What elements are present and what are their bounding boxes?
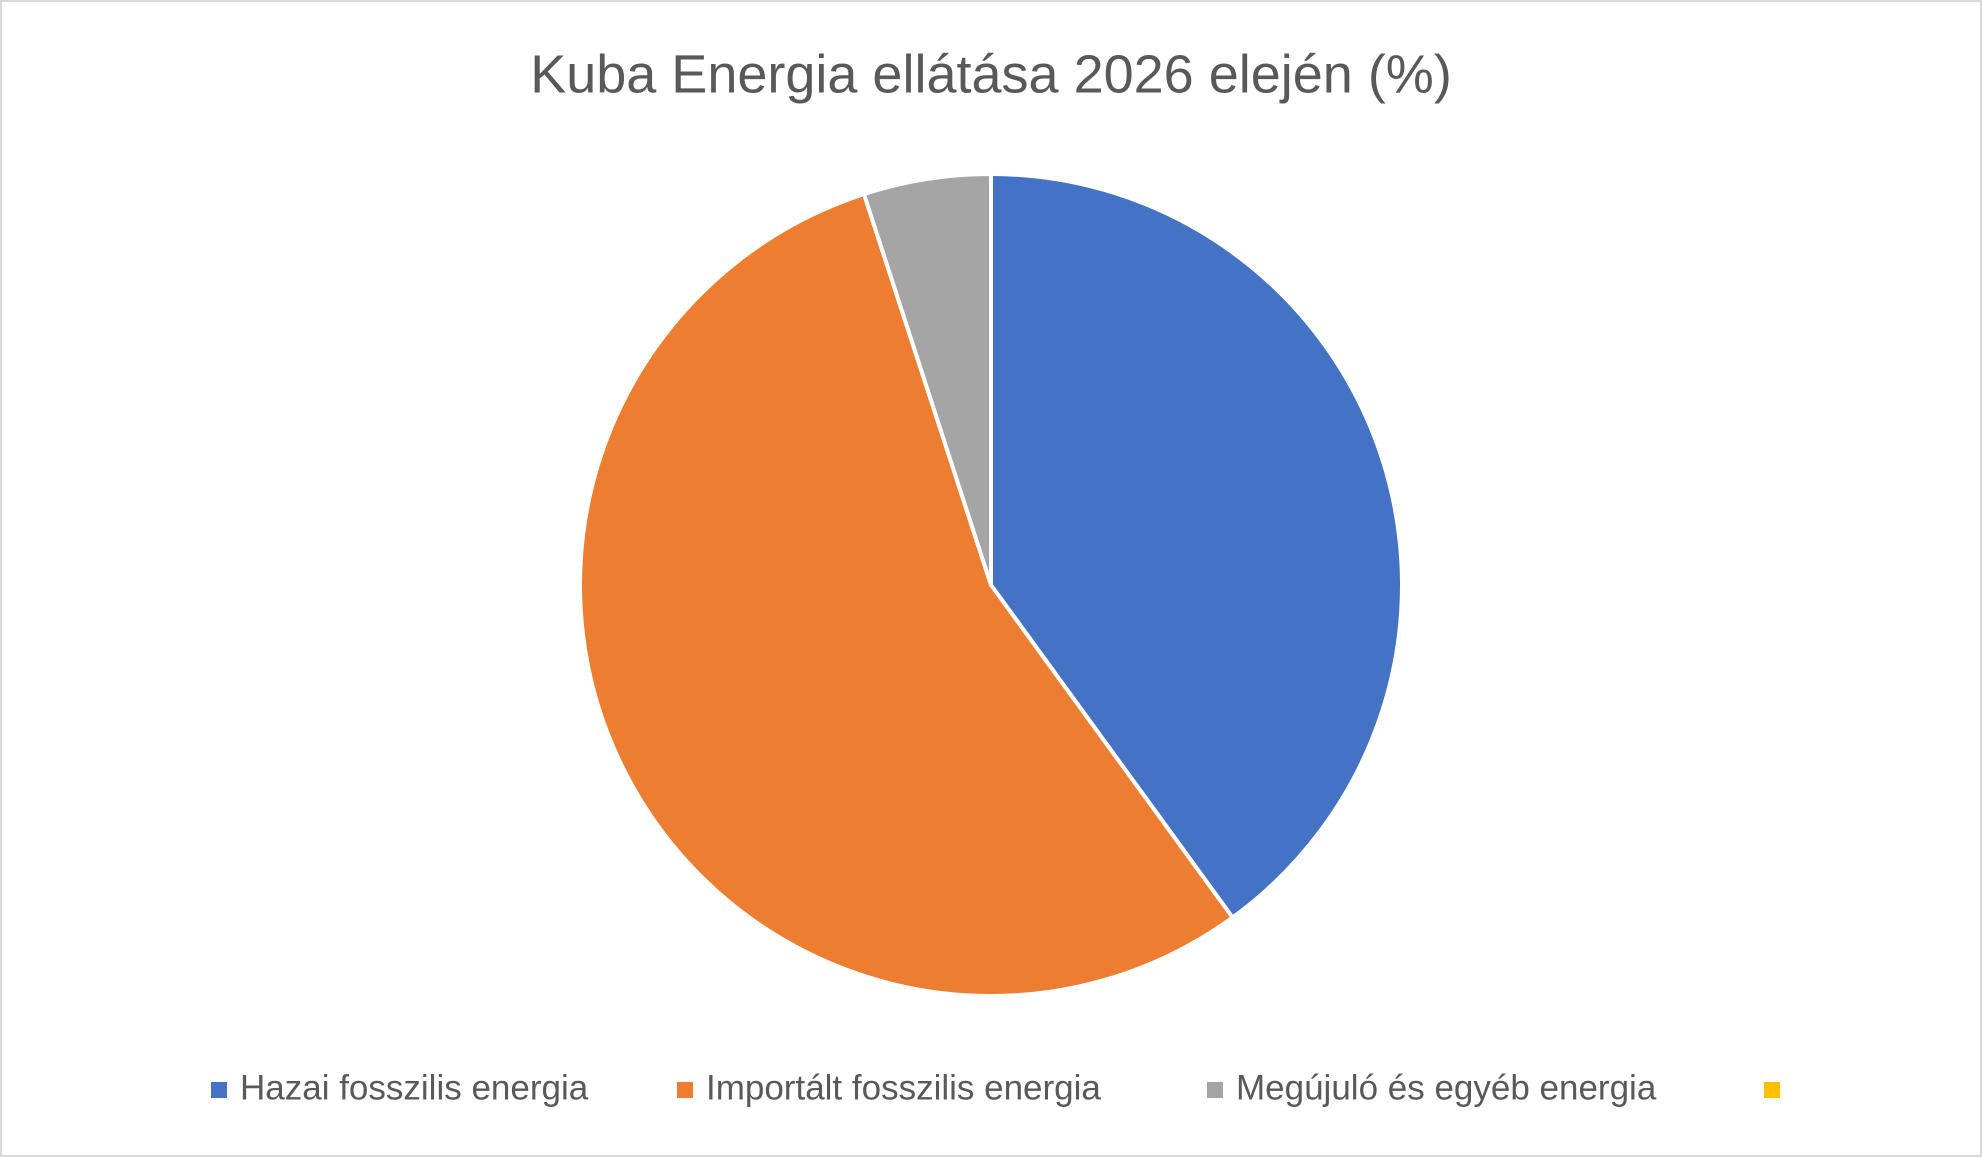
- pie-slice: [861, 172, 993, 587]
- legend-marker: [677, 1082, 693, 1098]
- legend-marker: [1207, 1082, 1223, 1098]
- pie-slice: [989, 172, 1404, 920]
- pie-slice: [578, 192, 1235, 998]
- legend-label: Importált fosszilis energia: [706, 1068, 1101, 1107]
- legend-label: Hazai fosszilis energia: [240, 1068, 589, 1107]
- legend-marker: [1764, 1082, 1780, 1098]
- chart-title: Kuba Energia ellátása 2026 elején (%): [530, 44, 1452, 104]
- legend-marker: [211, 1082, 227, 1098]
- legend-label: Megújuló és egyéb energia: [1236, 1068, 1657, 1107]
